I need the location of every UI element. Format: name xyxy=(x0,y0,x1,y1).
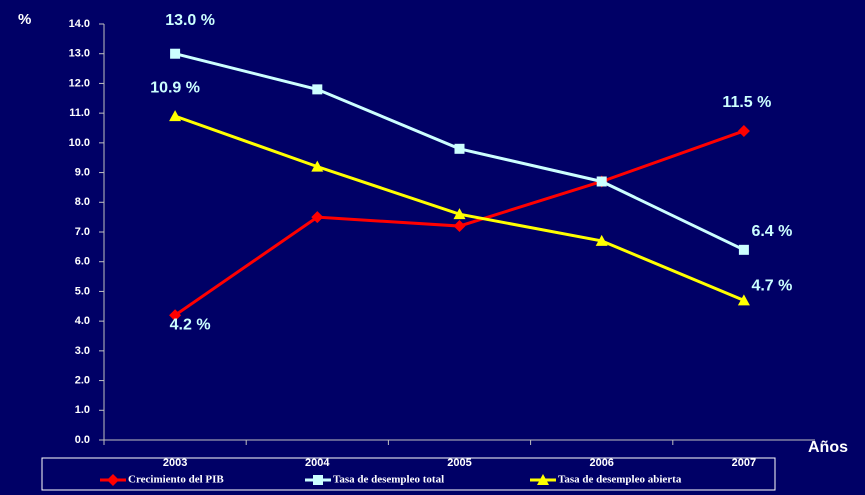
marker xyxy=(169,110,182,122)
y-tick-label: 13.0 xyxy=(69,48,90,60)
marker xyxy=(537,474,549,485)
marker xyxy=(311,160,324,172)
marker xyxy=(170,48,181,59)
legend-label: Crecimiento del PIB xyxy=(128,474,224,486)
marker xyxy=(311,211,324,224)
value-label: 6.4 % xyxy=(751,223,792,240)
y-tick-label: 0.0 xyxy=(75,434,90,446)
y-tick-label: 2.0 xyxy=(75,374,90,386)
value-label: 10.9 % xyxy=(150,79,200,96)
marker xyxy=(596,176,607,187)
marker xyxy=(313,475,323,485)
marker xyxy=(453,208,466,220)
marker xyxy=(737,294,750,306)
x-tick-label: 2005 xyxy=(447,457,471,469)
y-tick-label: 5.0 xyxy=(75,285,90,297)
x-axis-label: Años xyxy=(808,439,848,456)
y-tick-label: 6.0 xyxy=(75,256,90,268)
value-label: 4.7 % xyxy=(751,278,792,295)
marker xyxy=(107,474,119,486)
x-tick-label: 2003 xyxy=(163,457,187,469)
annotation: 11.5 % xyxy=(722,94,771,111)
y-tick-label: 1.0 xyxy=(75,404,90,416)
x-tick-label: 2004 xyxy=(305,457,330,469)
y-tick-label: 3.0 xyxy=(75,345,90,357)
y-tick-label: 14.0 xyxy=(69,18,90,30)
y-tick-label: 4.0 xyxy=(75,315,90,327)
y-tick-label: 10.0 xyxy=(69,137,90,149)
legend-box xyxy=(41,457,776,491)
marker xyxy=(169,309,182,322)
marker xyxy=(738,244,749,255)
y-tick-label: 7.0 xyxy=(75,226,90,238)
value-label: 13.0 % xyxy=(165,12,215,29)
marker xyxy=(737,124,750,137)
y-tick-label: 9.0 xyxy=(75,166,90,178)
marker xyxy=(454,143,465,154)
marker xyxy=(595,234,608,246)
y-tick-label: 8.0 xyxy=(75,196,90,208)
marker xyxy=(453,220,466,233)
x-tick-label: 2007 xyxy=(732,457,756,469)
marker xyxy=(312,84,323,95)
x-tick-label: 2006 xyxy=(589,457,613,469)
legend-label: Tasa de desempleo abierta xyxy=(558,474,682,486)
y-tick-label: 12.0 xyxy=(69,77,90,89)
legend-label: Tasa de desempleo total xyxy=(333,474,444,486)
value-label: 4.2 % xyxy=(170,316,211,333)
y-tick-label: 11.0 xyxy=(69,107,90,119)
y-axis-label: % xyxy=(18,11,31,28)
